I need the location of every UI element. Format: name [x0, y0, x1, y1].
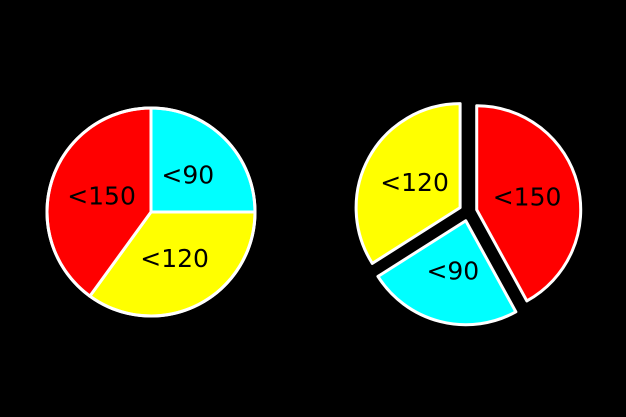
pie-slice-label: <120: [140, 244, 209, 273]
pie-chart-left: <90 <120 <150: [45, 106, 257, 318]
pie-slice-lt150: [475, 104, 583, 303]
pie-slice-lt120: [354, 102, 462, 265]
pie-outline: [45, 106, 257, 318]
pie-slice-label: <150: [67, 181, 136, 210]
pie-chart-right: <150 <90 <120: [354, 102, 583, 327]
pie-slice-label: <120: [380, 168, 449, 197]
pie-slice-label: <90: [426, 257, 479, 286]
pie-slice-label: <90: [161, 161, 214, 190]
pie-slice-lt90: [376, 219, 518, 327]
pie-slice-label: <150: [493, 182, 562, 211]
